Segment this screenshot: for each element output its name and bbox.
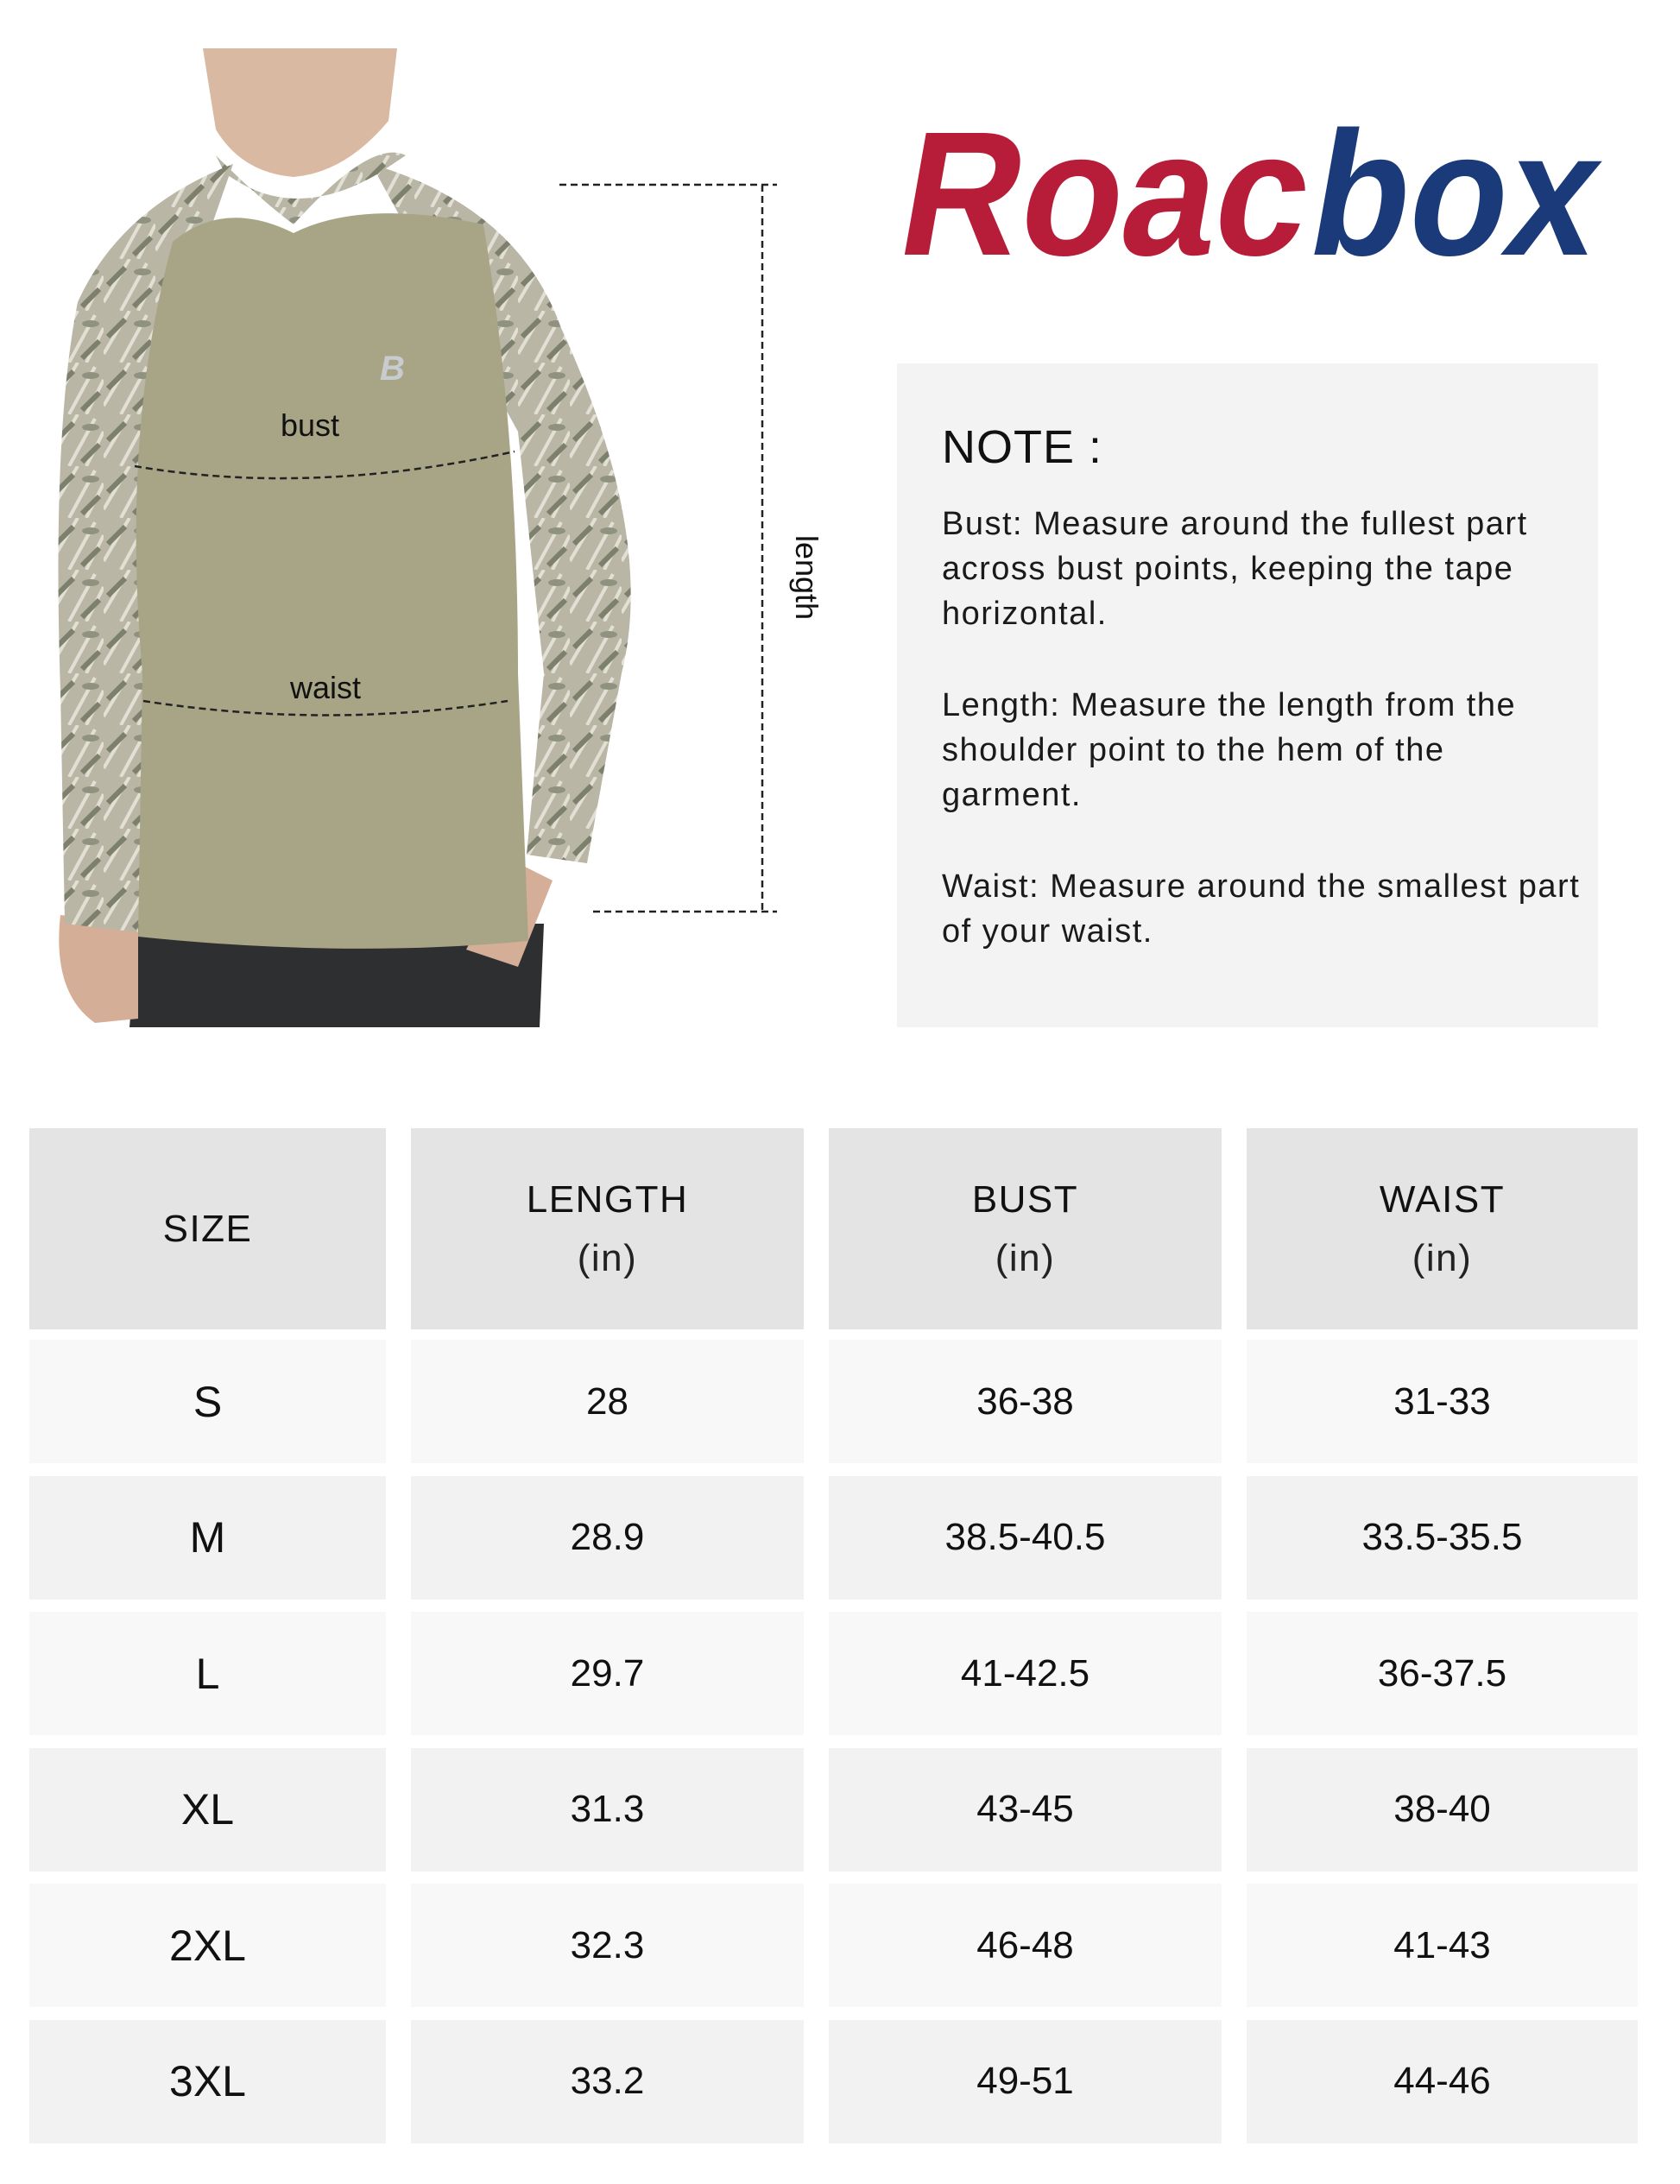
cell-size: XL: [29, 1747, 386, 1872]
waist-label: waist: [290, 670, 362, 705]
header-label: BUST: [971, 1177, 1079, 1221]
cell-size: 2XL: [29, 1884, 386, 2007]
cell-size: S: [29, 1340, 386, 1463]
cell-length: 32.3: [411, 1884, 804, 2007]
header-unit: (in): [1412, 1236, 1473, 1279]
cell-waist: 41-43: [1247, 1884, 1638, 2007]
cell-length: 28.9: [411, 1475, 804, 1600]
length-label: length: [789, 534, 825, 621]
note-title: NOTE :: [942, 421, 1103, 473]
cell-length: 31.3: [411, 1747, 804, 1872]
cell-size: 3XL: [29, 2019, 386, 2143]
svg-text:box: box: [1297, 108, 1616, 272]
header-unit: (in): [995, 1236, 1056, 1279]
cell-waist: 38-40: [1247, 1747, 1638, 1872]
roadbox-logo: Roac box: [887, 108, 1616, 272]
cell-waist: 36-37.5: [1247, 1612, 1638, 1735]
bust-label: bust: [281, 407, 340, 443]
cell-waist: 33.5-35.5: [1247, 1475, 1638, 1600]
note-waist: Waist: Measure around the smallest part …: [942, 868, 1581, 950]
svg-text:Roac: Roac: [887, 108, 1327, 272]
note-bust: Bust: Measure around the fullest part ac…: [942, 506, 1528, 632]
header-unit: (in): [577, 1236, 638, 1279]
cell-size: L: [29, 1612, 386, 1735]
cell-bust: 49-51: [829, 2019, 1222, 2143]
cell-waist: 44-46: [1247, 2019, 1638, 2143]
header-size: SIZE: [29, 1128, 386, 1329]
header-label: WAIST: [1379, 1177, 1506, 1221]
cell-waist: 31-33: [1247, 1340, 1638, 1463]
header-waist: WAIST (in): [1247, 1128, 1638, 1329]
cell-bust: 38.5-40.5: [829, 1475, 1222, 1600]
header-label: SIZE: [162, 1207, 253, 1250]
cell-length: 28: [411, 1340, 804, 1463]
cell-bust: 36-38: [829, 1340, 1222, 1463]
note-length: Length: Measure the length from the shou…: [942, 687, 1517, 813]
cell-length: 29.7: [411, 1612, 804, 1735]
svg-text:B: B: [380, 350, 405, 388]
note-panel: NOTE : Bust: Measure around the fullest …: [897, 363, 1598, 1027]
cell-bust: 43-45: [829, 1747, 1222, 1872]
header-label: LENGTH: [526, 1177, 689, 1221]
cell-size: M: [29, 1475, 386, 1600]
product-photo: B: [58, 48, 777, 1027]
cell-bust: 46-48: [829, 1884, 1222, 2007]
cell-length: 33.2: [411, 2019, 804, 2143]
cell-bust: 41-42.5: [829, 1612, 1222, 1735]
header-length: LENGTH (in): [411, 1128, 804, 1329]
header-bust: BUST (in): [829, 1128, 1222, 1329]
